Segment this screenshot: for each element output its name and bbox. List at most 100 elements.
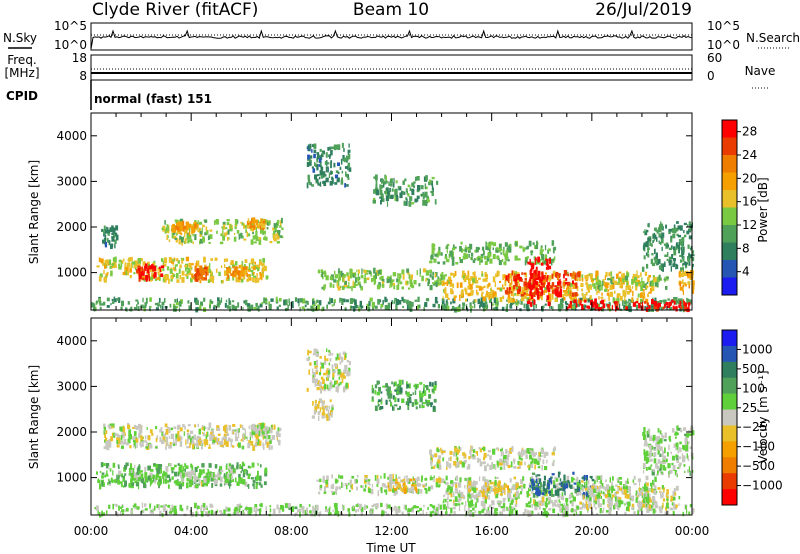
heatmap-cell (190, 277, 193, 283)
heatmap-cell (541, 273, 544, 277)
heatmap-cell (107, 482, 109, 486)
heatmap-cell (537, 465, 541, 469)
heatmap-cell (116, 437, 119, 441)
frequency-strip-frame (90, 54, 693, 81)
heatmap-cell (142, 297, 144, 303)
heatmap-cell (178, 483, 182, 490)
heatmap-cell (656, 276, 660, 283)
heatmap-cell (109, 468, 112, 472)
heatmap-cell (545, 266, 550, 270)
heatmap-cell (385, 490, 388, 495)
heatmap-cell (631, 286, 634, 289)
heatmap-cell (479, 512, 481, 516)
heatmap-cell (390, 181, 392, 187)
heatmap-cell (316, 380, 320, 386)
heatmap-cell (352, 505, 354, 509)
heatmap-cell (306, 507, 309, 514)
heatmap-cell (660, 221, 662, 227)
heatmap-cell (105, 510, 108, 515)
heatmap-cell (260, 228, 264, 234)
heatmap-cell (365, 272, 369, 275)
heatmap-cell (324, 509, 328, 512)
heatmap-cell (577, 303, 580, 307)
heatmap-cell (101, 472, 105, 475)
heatmap-cell (659, 267, 662, 270)
heatmap-cell (407, 487, 411, 492)
heatmap-cell (382, 183, 385, 188)
heatmap-cell (394, 188, 398, 195)
heatmap-cell (193, 434, 196, 440)
heatmap-cell (219, 241, 224, 245)
heatmap-cell (259, 440, 262, 446)
heatmap-cell (202, 224, 205, 228)
heatmap-cell (114, 503, 118, 507)
heatmap-cell (376, 503, 379, 509)
heatmap-cell (504, 242, 508, 247)
heatmap-cell (167, 479, 169, 484)
heatmap-cell (329, 506, 331, 509)
heatmap-cell (316, 349, 319, 354)
heatmap-cell (388, 277, 392, 283)
heatmap-cell (509, 282, 512, 287)
heatmap-cell (544, 254, 548, 259)
heatmap-cell (227, 274, 229, 279)
heatmap-cell (537, 512, 540, 516)
heatmap-cell (533, 273, 536, 277)
heatmap-cell (405, 390, 407, 395)
heatmap-cell (334, 274, 338, 279)
heatmap-cell (239, 464, 242, 467)
heatmap-cell (534, 504, 538, 511)
heatmap-cell (114, 243, 116, 249)
heatmap-cell (572, 271, 575, 277)
heatmap-cell (257, 470, 259, 477)
heatmap-cell (645, 285, 648, 289)
heatmap-cell (172, 259, 175, 262)
heatmap-cell (472, 455, 476, 460)
heatmap-cell (153, 463, 157, 467)
heatmap-cell (541, 249, 544, 252)
heatmap-cell (259, 273, 263, 277)
heatmap-cell (383, 473, 386, 479)
heatmap-cell (187, 240, 190, 244)
heatmap-cell (517, 273, 520, 280)
heatmap-cell (333, 370, 336, 373)
heatmap-cell (319, 511, 322, 516)
heatmap-cell (403, 504, 407, 510)
heatmap-cell (423, 200, 425, 203)
heatmap-cell (598, 486, 601, 491)
heatmap-cell (105, 430, 108, 435)
heatmap-cell (534, 464, 536, 470)
heatmap-cell (187, 221, 189, 225)
heatmap-cell (666, 510, 670, 515)
heatmap-cell (642, 299, 644, 303)
heatmap-cell (336, 179, 339, 183)
heatmap-cell (203, 269, 205, 276)
heatmap-cell (201, 484, 204, 487)
heatmap-cell (306, 301, 309, 305)
heatmap-cell (198, 227, 201, 231)
heatmap-cell (329, 512, 331, 515)
heatmap-cell (461, 461, 465, 468)
heatmap-cell (389, 187, 391, 193)
heatmap-cell (311, 149, 313, 153)
heatmap-cell (459, 304, 461, 307)
heatmap-cell (257, 267, 260, 272)
heatmap-cell (99, 470, 102, 473)
heatmap-cell (380, 199, 382, 205)
heatmap-cell (544, 244, 547, 251)
heatmap-cell (433, 385, 437, 391)
heatmap-cell (377, 272, 380, 277)
heatmap-cell (691, 509, 694, 515)
heatmap-cell (299, 503, 302, 508)
heatmap-cell (278, 439, 281, 444)
heatmap-cell (157, 481, 161, 486)
heatmap-cell (378, 380, 380, 385)
heatmap-cell (667, 252, 669, 257)
heatmap-cell (397, 385, 401, 391)
heatmap-cell (595, 494, 599, 499)
heatmap-cell (547, 502, 549, 506)
heatmap-cell (671, 299, 674, 303)
heatmap-cell (198, 277, 201, 280)
heatmap-cell (361, 485, 364, 489)
heatmap-cell (137, 476, 141, 482)
